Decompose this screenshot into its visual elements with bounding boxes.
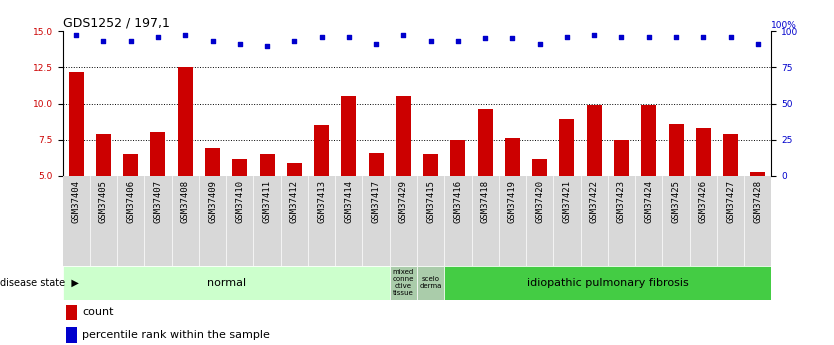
Bar [66, 305, 77, 320]
Point [97, 38, 110, 44]
Point [178, 33, 192, 38]
Text: GSM37407: GSM37407 [153, 180, 163, 224]
Bar [614, 140, 629, 176]
Bar [423, 154, 438, 176]
Text: scelo
derma: scelo derma [420, 276, 442, 289]
Bar [96, 134, 111, 176]
Text: GSM37421: GSM37421 [562, 180, 571, 224]
Bar [669, 124, 684, 176]
Bar [396, 96, 411, 176]
Point [206, 38, 219, 44]
Point [505, 36, 519, 41]
Point [151, 34, 164, 40]
Text: normal: normal [207, 278, 246, 288]
Bar [505, 138, 520, 176]
Text: mixed
conne
ctive
tissue: mixed conne ctive tissue [393, 269, 414, 296]
Point [642, 34, 656, 40]
Point [124, 38, 138, 44]
Bar [66, 327, 77, 343]
Bar [259, 154, 274, 176]
Bar [751, 171, 766, 176]
Bar [63, 266, 389, 300]
Text: GSM37426: GSM37426 [699, 180, 708, 224]
Text: GSM37408: GSM37408 [181, 180, 190, 224]
Text: GSM37419: GSM37419 [508, 180, 517, 224]
Bar [68, 72, 83, 176]
Bar [478, 109, 493, 176]
Text: GSM37422: GSM37422 [590, 180, 599, 224]
Text: GSM37415: GSM37415 [426, 180, 435, 224]
Point [587, 33, 600, 38]
Text: GSM37413: GSM37413 [317, 180, 326, 224]
Text: GSM37424: GSM37424 [644, 180, 653, 224]
Bar [389, 266, 417, 300]
Point [369, 41, 383, 47]
Bar [560, 119, 575, 176]
Point [260, 43, 274, 48]
Text: GSM37409: GSM37409 [208, 180, 217, 224]
Bar [123, 154, 138, 176]
Text: GSM37425: GSM37425 [671, 180, 681, 224]
Text: GSM37423: GSM37423 [617, 180, 626, 224]
Text: GSM37420: GSM37420 [535, 180, 545, 224]
Bar [641, 105, 656, 176]
Text: GDS1252 / 197,1: GDS1252 / 197,1 [63, 17, 169, 30]
Bar [178, 67, 193, 176]
Point [560, 34, 574, 40]
Text: GSM37412: GSM37412 [289, 180, 299, 224]
Text: GSM37410: GSM37410 [235, 180, 244, 224]
Bar [417, 266, 445, 300]
Text: count: count [82, 307, 113, 317]
Point [724, 34, 737, 40]
Bar [233, 159, 247, 176]
Bar [450, 140, 465, 176]
Point [424, 38, 437, 44]
Text: GSM37417: GSM37417 [372, 180, 380, 224]
Bar [696, 128, 711, 176]
Text: GSM37411: GSM37411 [263, 180, 272, 224]
Text: GSM37406: GSM37406 [126, 180, 135, 224]
Text: GSM37429: GSM37429 [399, 180, 408, 224]
Point [397, 33, 410, 38]
Text: GSM37405: GSM37405 [99, 180, 108, 224]
Text: percentile rank within the sample: percentile rank within the sample [82, 330, 270, 340]
Point [288, 38, 301, 44]
Point [69, 33, 83, 38]
Bar [287, 163, 302, 176]
Bar [445, 266, 771, 300]
Text: GSM37428: GSM37428 [753, 180, 762, 224]
Point [451, 38, 465, 44]
Text: 100%: 100% [771, 21, 797, 30]
Bar [341, 96, 356, 176]
Text: GSM37427: GSM37427 [726, 180, 735, 224]
Text: idiopathic pulmonary fibrosis: idiopathic pulmonary fibrosis [527, 278, 689, 288]
Bar [150, 132, 165, 176]
Point [615, 34, 628, 40]
Text: GSM37404: GSM37404 [72, 180, 81, 224]
Text: GSM37416: GSM37416 [454, 180, 462, 224]
Text: GSM37414: GSM37414 [344, 180, 354, 224]
Text: GSM37418: GSM37418 [480, 180, 490, 224]
Bar [587, 105, 601, 176]
Bar [314, 125, 329, 176]
Bar [532, 159, 547, 176]
Bar [369, 153, 384, 176]
Point [696, 34, 710, 40]
Point [315, 34, 329, 40]
Point [234, 41, 247, 47]
Point [342, 34, 355, 40]
Point [670, 34, 683, 40]
Bar [205, 148, 220, 176]
Text: disease state  ▶: disease state ▶ [0, 278, 79, 288]
Bar [723, 134, 738, 176]
Point [479, 36, 492, 41]
Point [533, 41, 546, 47]
Point [751, 41, 765, 47]
